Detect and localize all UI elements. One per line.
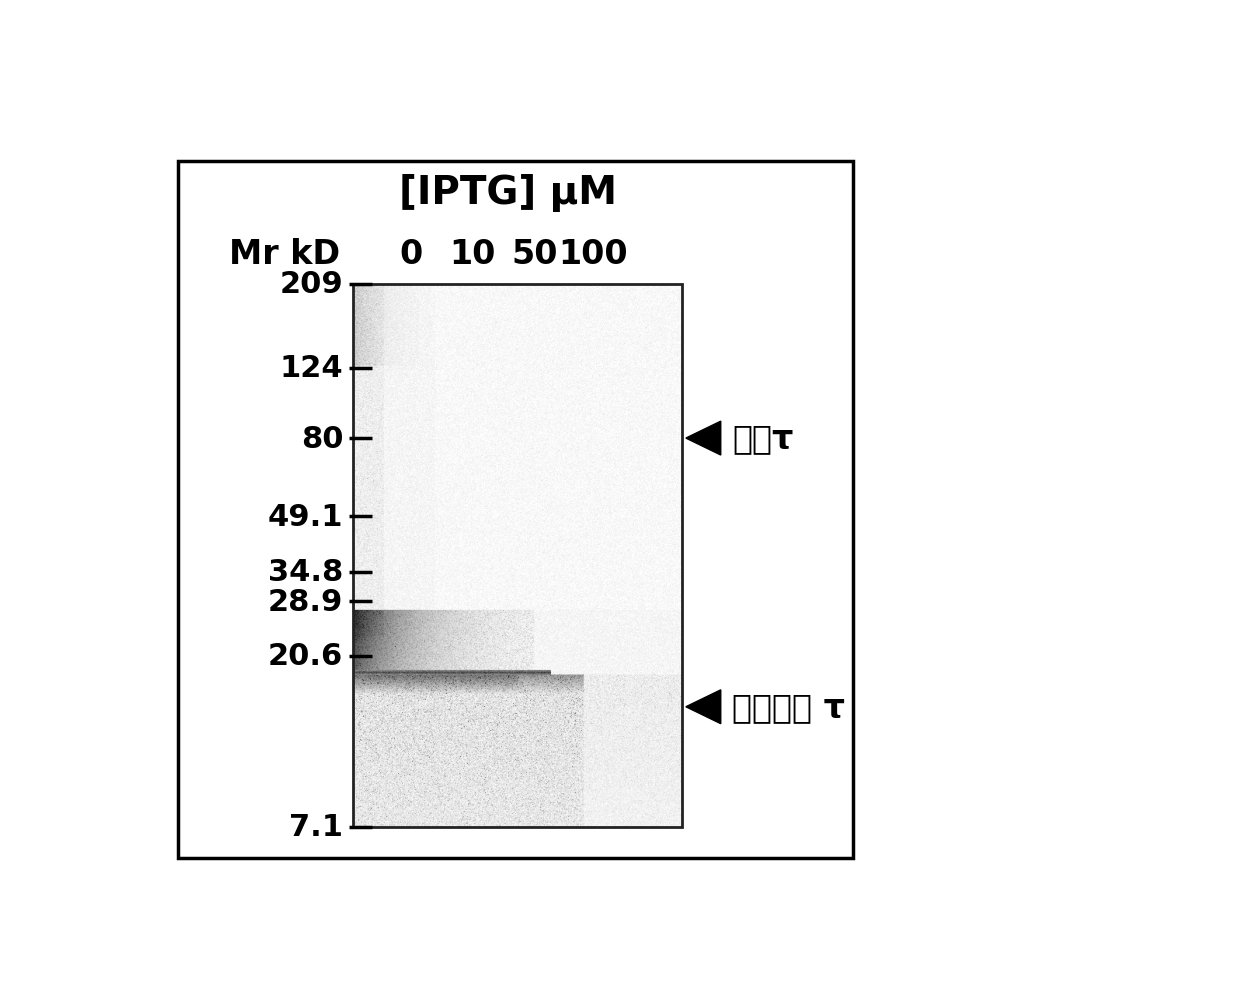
Bar	[179, 162, 853, 858]
Text: 209: 209	[279, 270, 343, 299]
Text: 7.1: 7.1	[289, 812, 343, 842]
Text: 20.6: 20.6	[268, 642, 343, 671]
Text: Mr kD: Mr kD	[228, 238, 340, 270]
Text: 49.1: 49.1	[268, 502, 343, 532]
Text: 28.9: 28.9	[268, 587, 343, 616]
Text: 全长τ: 全长τ	[733, 422, 794, 455]
Text: 经截短的 τ: 经截短的 τ	[733, 691, 846, 724]
Text: 0: 0	[399, 238, 423, 270]
Text: 50: 50	[511, 238, 558, 270]
Text: 34.8: 34.8	[268, 558, 343, 586]
Polygon shape	[686, 690, 720, 724]
Text: 10: 10	[450, 238, 496, 270]
Polygon shape	[686, 421, 720, 455]
Text: [IPTG] μM: [IPTG] μM	[398, 173, 616, 212]
Text: 124: 124	[280, 354, 343, 383]
Text: 80: 80	[301, 424, 343, 453]
Bar	[352, 284, 682, 827]
Text: 100: 100	[558, 238, 627, 270]
